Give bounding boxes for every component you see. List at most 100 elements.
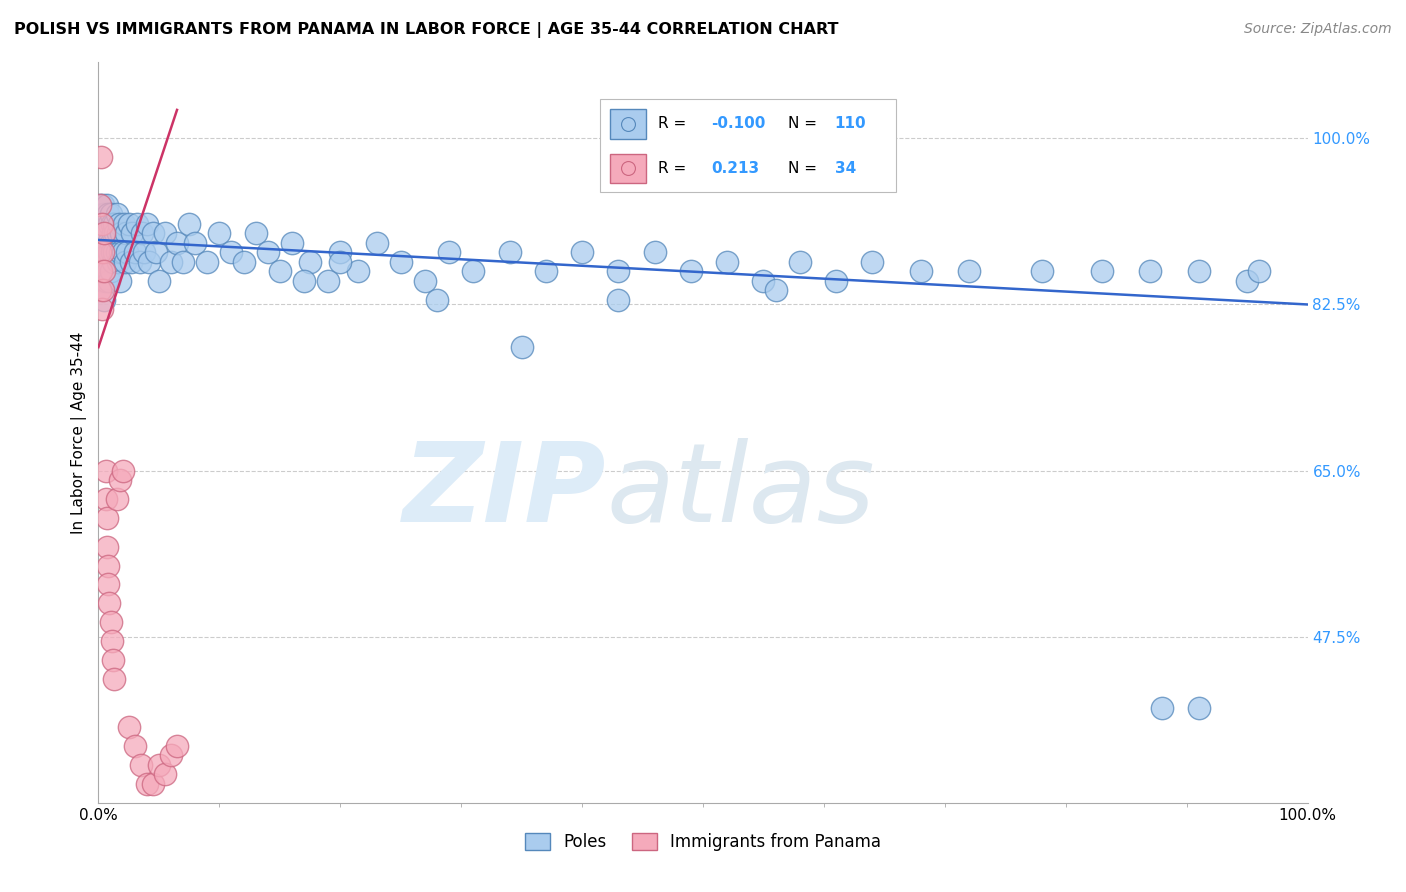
- Point: [90, 254, 112, 268]
- Point: [97, 207, 120, 221]
- FancyBboxPatch shape: [610, 109, 647, 138]
- Point: [97, 558, 120, 573]
- Point: [752, 274, 775, 288]
- Point: [120, 254, 142, 268]
- Point: [91, 217, 114, 231]
- Point: [118, 720, 141, 734]
- Point: [1031, 264, 1053, 278]
- Point: [100, 615, 122, 630]
- Point: [100, 235, 122, 250]
- Point: [121, 227, 143, 241]
- Point: [463, 264, 485, 278]
- Point: [98, 245, 121, 260]
- Point: [534, 264, 557, 278]
- Point: [142, 777, 165, 791]
- Point: [96, 254, 118, 268]
- Point: [96, 511, 118, 525]
- Point: [1139, 264, 1161, 278]
- FancyBboxPatch shape: [610, 153, 647, 183]
- Point: [316, 274, 339, 288]
- Point: [100, 634, 122, 648]
- Point: [98, 597, 121, 611]
- Point: [91, 198, 114, 212]
- Y-axis label: In Labor Force | Age 35-44: In Labor Force | Age 35-44: [72, 332, 87, 533]
- Point: [93, 227, 115, 241]
- Point: [957, 264, 980, 278]
- Text: R =: R =: [658, 161, 686, 176]
- Point: [124, 739, 146, 753]
- Point: [195, 254, 218, 268]
- Point: [426, 293, 449, 307]
- Point: [94, 491, 117, 506]
- Point: [91, 254, 114, 268]
- Text: POLISH VS IMMIGRANTS FROM PANAMA IN LABOR FORCE | AGE 35-44 CORRELATION CHART: POLISH VS IMMIGRANTS FROM PANAMA IN LABO…: [14, 22, 838, 38]
- Point: [97, 235, 120, 250]
- Text: atlas: atlas: [606, 438, 875, 545]
- Point: [644, 245, 666, 260]
- Point: [138, 254, 160, 268]
- Point: [117, 245, 139, 260]
- Point: [127, 217, 149, 231]
- Point: [329, 245, 352, 260]
- Point: [89, 198, 111, 212]
- Point: [91, 274, 114, 288]
- Text: R =: R =: [658, 116, 686, 131]
- Point: [184, 235, 207, 250]
- Point: [89, 245, 111, 260]
- Point: [91, 302, 114, 317]
- Point: [89, 198, 111, 212]
- Point: [108, 217, 131, 231]
- Point: [111, 245, 134, 260]
- Point: [148, 757, 170, 772]
- Point: [281, 235, 304, 250]
- Point: [91, 245, 114, 260]
- Point: [153, 227, 176, 241]
- Point: [108, 245, 131, 260]
- Point: [118, 217, 141, 231]
- Point: [101, 254, 124, 268]
- Point: [789, 254, 811, 268]
- Point: [103, 217, 125, 231]
- Point: [93, 293, 115, 307]
- Text: -0.100: -0.100: [711, 116, 766, 131]
- Point: [269, 264, 291, 278]
- Point: [93, 235, 115, 250]
- Point: [860, 254, 883, 268]
- Text: 110: 110: [835, 116, 866, 131]
- Point: [299, 254, 322, 268]
- Point: [107, 254, 129, 268]
- Point: [94, 274, 117, 288]
- Point: [347, 264, 370, 278]
- Point: [366, 235, 388, 250]
- Point: [94, 245, 117, 260]
- Legend: Poles, Immigrants from Panama: Poles, Immigrants from Panama: [519, 826, 887, 857]
- Point: [135, 777, 157, 791]
- Point: [607, 264, 630, 278]
- Point: [134, 245, 156, 260]
- Point: [142, 227, 165, 241]
- Point: [679, 264, 702, 278]
- Point: [115, 227, 138, 241]
- Point: [607, 293, 630, 307]
- Point: [91, 227, 114, 241]
- Point: [617, 210, 640, 224]
- Point: [100, 217, 122, 231]
- Point: [89, 235, 111, 250]
- Point: [111, 464, 134, 478]
- Point: [96, 540, 118, 554]
- Point: [160, 748, 183, 763]
- Point: [93, 264, 115, 278]
- Point: [105, 245, 128, 260]
- Point: [179, 217, 201, 231]
- Point: [100, 245, 122, 260]
- Point: [716, 254, 738, 268]
- Point: [1188, 701, 1211, 715]
- Point: [93, 264, 115, 278]
- Point: [124, 245, 146, 260]
- Point: [101, 653, 124, 667]
- Point: [1091, 264, 1114, 278]
- Point: [91, 207, 114, 221]
- Text: 34: 34: [835, 161, 856, 176]
- Text: N =: N =: [787, 161, 817, 176]
- Text: ZIP: ZIP: [402, 438, 606, 545]
